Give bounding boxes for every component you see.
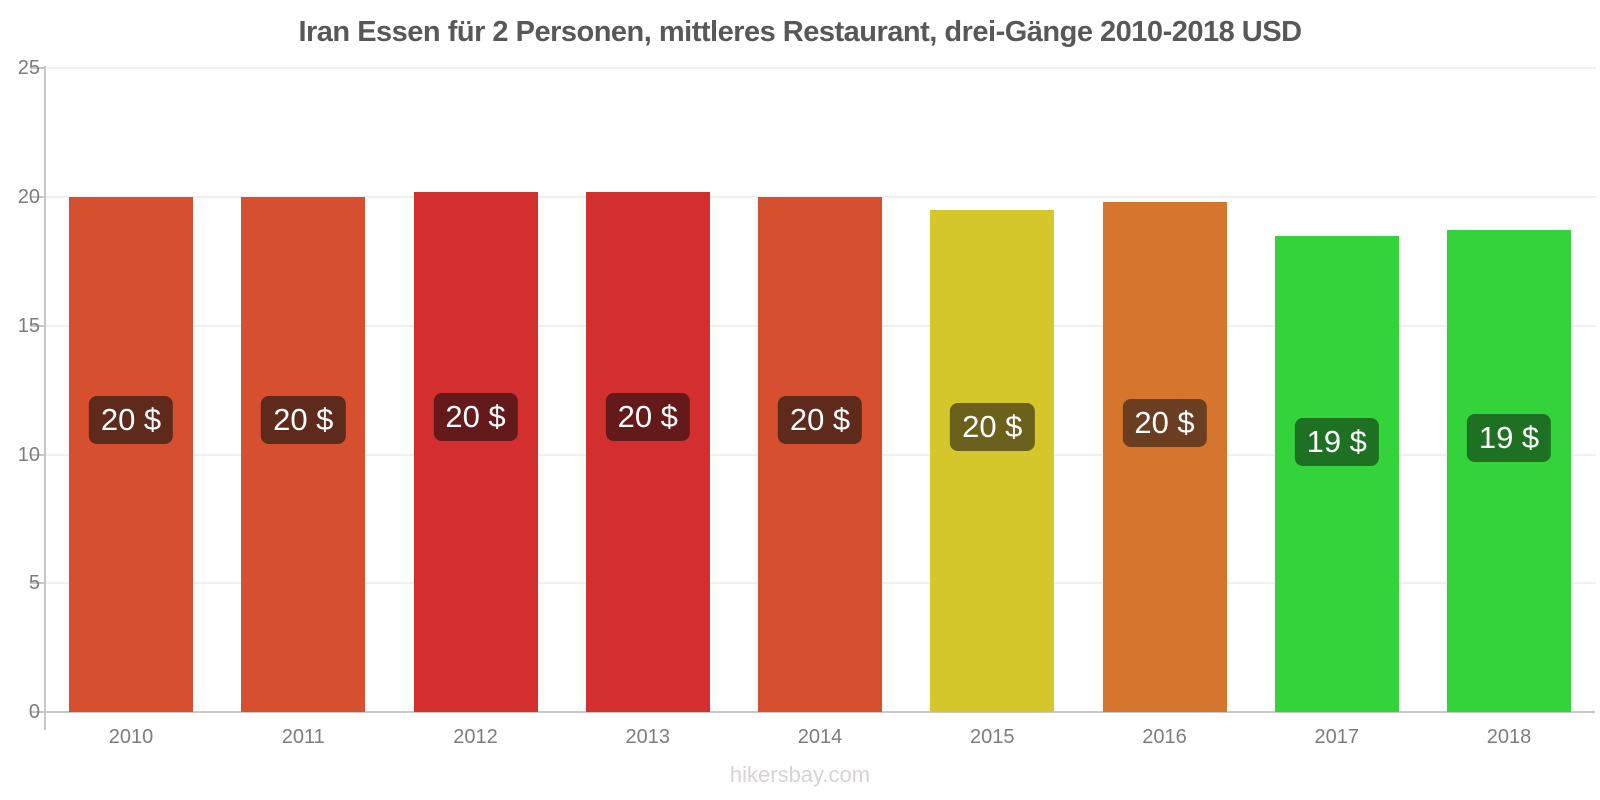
y-gridline: [45, 67, 1596, 70]
bar-2017: 19 $: [1274, 235, 1399, 712]
y-tick-label: 0: [28, 701, 40, 723]
bar-value-label: 20 $: [88, 396, 174, 444]
y-tick-mark: [30, 711, 45, 713]
bar-value-label: 20 $: [777, 396, 863, 444]
bar-2015: 20 $: [930, 209, 1055, 712]
y-tick-label: 25: [17, 57, 40, 80]
x-axis-line: [44, 711, 1595, 713]
bar-value-label: 20 $: [950, 402, 1035, 451]
x-tick-label-2018: 2018: [1486, 726, 1532, 748]
x-tick-label-2010: 2010: [108, 726, 154, 748]
x-tick-label-2017: 2017: [1314, 726, 1360, 748]
bar-value-label: 19 $: [1294, 417, 1379, 466]
bar-value-label: 20 $: [261, 396, 346, 444]
y-tick-label: 10: [17, 443, 40, 466]
bar-value-label: 20 $: [433, 392, 518, 441]
x-tick-label-2016: 2016: [1142, 726, 1187, 748]
bar-2013: 20 $: [585, 191, 710, 712]
bar-value-label: 20 $: [605, 392, 690, 441]
bar-2016: 20 $: [1102, 202, 1227, 712]
y-tick-mark: [30, 196, 45, 198]
bar-2018: 19 $: [1447, 230, 1571, 712]
y-tick-mark: [30, 582, 45, 585]
bar-2011: 20 $: [241, 197, 366, 712]
bar-value-label: 19 $: [1466, 414, 1552, 463]
footer-watermark: hikersbay.com: [729, 762, 871, 787]
bar-2012: 20 $: [413, 191, 538, 712]
x-tick-label-2013: 2013: [625, 726, 671, 748]
y-tick-label: 15: [17, 314, 40, 337]
y-axis-line: [44, 66, 46, 730]
y-tick-label: 20: [17, 186, 40, 208]
bar-value-label: 20 $: [1122, 399, 1207, 448]
y-tick-mark: [30, 453, 45, 456]
y-tick-mark: [30, 67, 45, 70]
bar-2010: 20 $: [69, 197, 193, 712]
y-tick-label: 5: [28, 572, 40, 595]
chart-title: Iran Essen für 2 Personen, mittleres Res…: [298, 16, 1302, 48]
bar-2014: 20 $: [758, 197, 882, 712]
y-tick-mark: [30, 324, 45, 327]
x-tick-label-2012: 2012: [453, 726, 498, 748]
x-tick-label-2015: 2015: [970, 726, 1015, 748]
x-tick-label-2014: 2014: [797, 726, 843, 748]
x-tick-label-2011: 2011: [281, 726, 325, 748]
